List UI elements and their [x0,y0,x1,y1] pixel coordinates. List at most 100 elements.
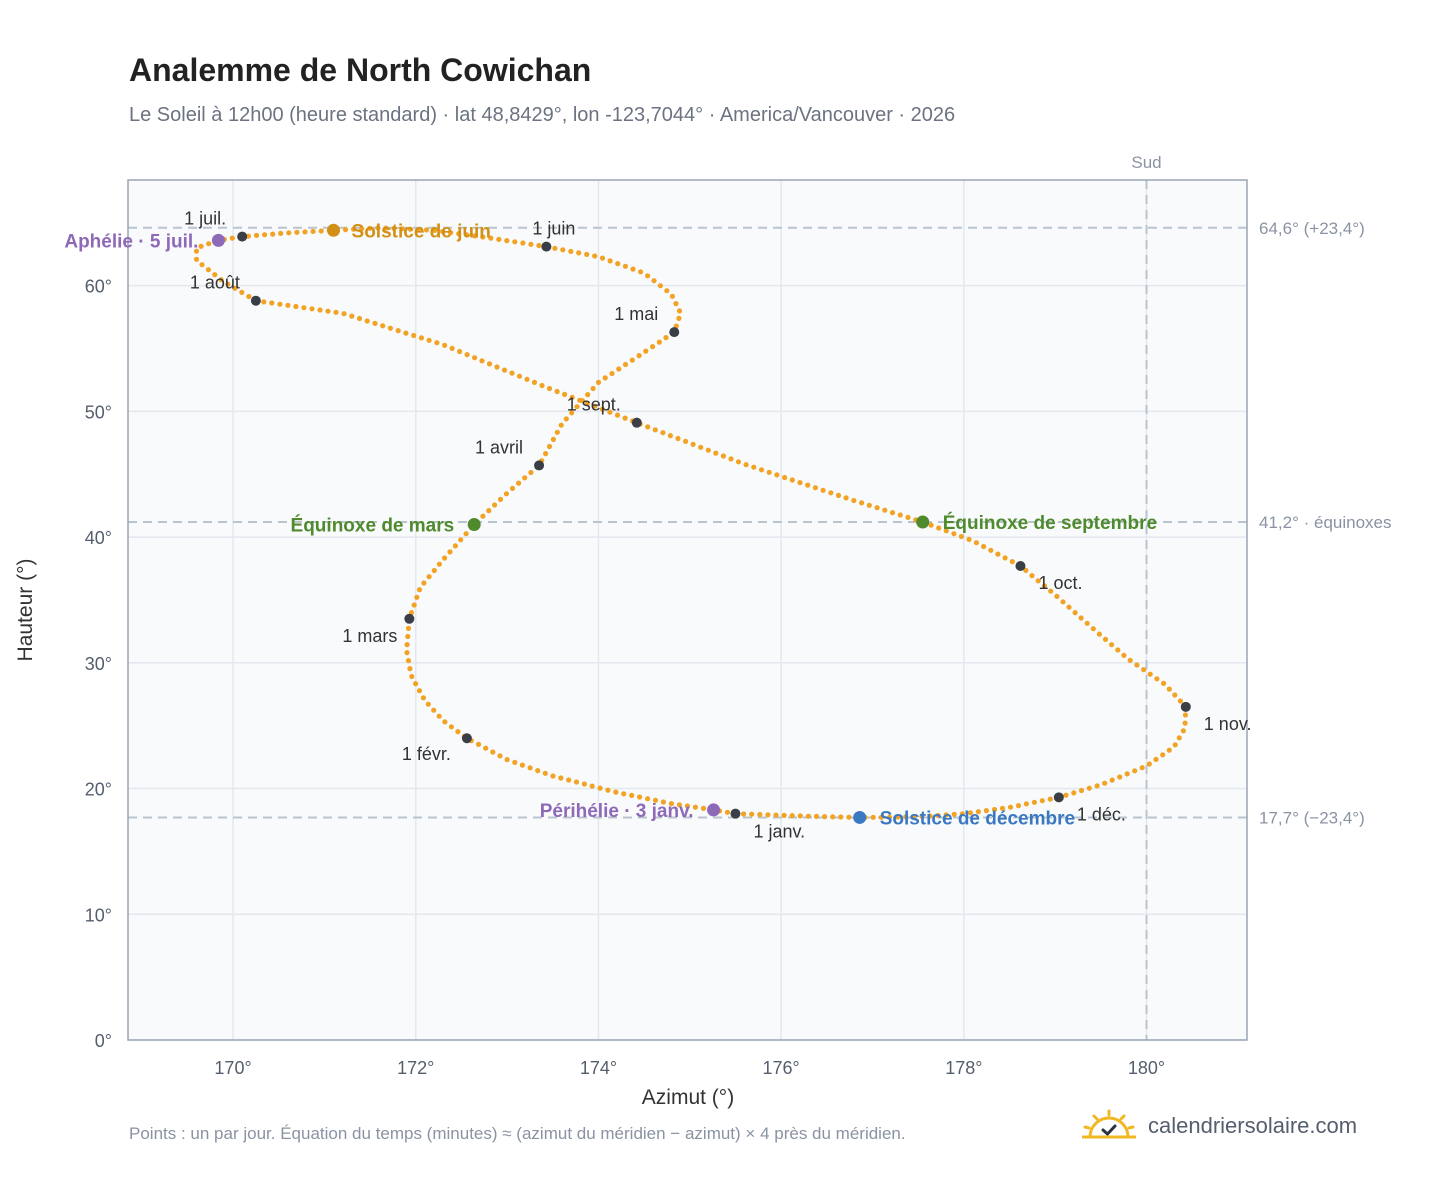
day-point [1023,567,1029,574]
day-point [698,444,704,450]
day-point [781,812,787,819]
day-point [405,633,411,640]
day-point [645,273,651,279]
day-point [569,410,575,416]
day-point [605,787,611,793]
day-point [713,450,719,456]
sun-check-icon [1082,1109,1136,1139]
day-point [975,809,982,815]
day-point [622,263,629,269]
day-point [1066,604,1072,610]
day-point [859,500,865,506]
day-point [650,344,656,350]
y-axis-label: Hauteur (°) [14,559,37,662]
day-point [889,509,896,516]
day-point [475,741,482,748]
day-point [1176,735,1182,741]
day-point [375,225,381,231]
day-point [448,724,454,730]
event-label: Périhélie · 3 janv. [540,801,694,822]
day-point [431,707,437,713]
day-point [851,497,857,504]
day-point [269,300,275,306]
day-point [1177,698,1183,704]
day-point [1071,790,1077,796]
day-point [1147,671,1153,677]
day-point [528,469,534,476]
day-point [277,301,283,307]
month-label: 1 déc. [1077,804,1126,824]
month-marker [541,241,552,252]
day-point [318,228,324,234]
day-point [1153,756,1159,763]
month-label: 1 août [190,273,240,293]
y-tick-label: 60° [85,277,112,297]
day-point [830,814,836,820]
day-point [592,403,598,409]
day-point [613,789,619,795]
day-point [1139,765,1145,771]
day-point [607,409,613,415]
day-point [286,230,292,236]
day-point [492,502,498,508]
day-point [1086,785,1092,791]
day-point [383,225,389,231]
month-label: 1 mars [342,626,397,646]
day-point [205,267,211,273]
brand[interactable]: calendriersolaire.com [1082,1106,1357,1146]
day-point [490,749,496,755]
day-point [535,768,541,774]
day-point [589,783,595,789]
y-tick-label: 50° [85,402,112,422]
day-point [683,438,689,444]
day-point [629,792,635,799]
day-point [1124,771,1130,777]
day-point [539,382,545,389]
day-point [426,337,432,343]
day-point [527,765,533,771]
plot-frame [127,179,1248,1041]
day-point [285,302,291,308]
day-point [935,812,941,819]
day-point [705,447,711,453]
day-point [616,366,622,372]
day-point [212,272,218,278]
day-point [1029,573,1035,579]
day-point [1090,626,1096,632]
event-label: Équinoxe de septembre [943,512,1157,534]
day-point [621,791,627,797]
day-point [563,416,569,422]
day-point [569,394,575,400]
day-point [576,250,582,256]
day-point [936,525,942,531]
day-point [524,376,530,382]
month-marker [404,613,415,624]
day-point [1109,777,1115,783]
day-point [501,367,508,373]
day-point [999,805,1006,812]
month-label: 1 avril [475,437,523,457]
day-point [1102,636,1109,643]
day-point [1121,652,1127,658]
day-point [669,293,676,299]
day-point [676,802,683,808]
day-point [436,561,442,567]
month-marker [250,295,261,306]
day-point [198,243,204,249]
day-point [870,814,876,820]
day-point [765,812,771,818]
day-point [387,325,393,331]
day-point [372,320,378,326]
day-point [805,813,812,819]
day-point [595,379,602,385]
day-point [597,785,603,791]
day-point [663,335,669,341]
day-point [395,328,401,334]
month-label: 1 sept. [567,395,621,415]
day-point [843,495,849,501]
day-point [509,485,516,491]
day-point [479,358,485,364]
day-point [278,230,284,236]
day-point [773,812,779,818]
